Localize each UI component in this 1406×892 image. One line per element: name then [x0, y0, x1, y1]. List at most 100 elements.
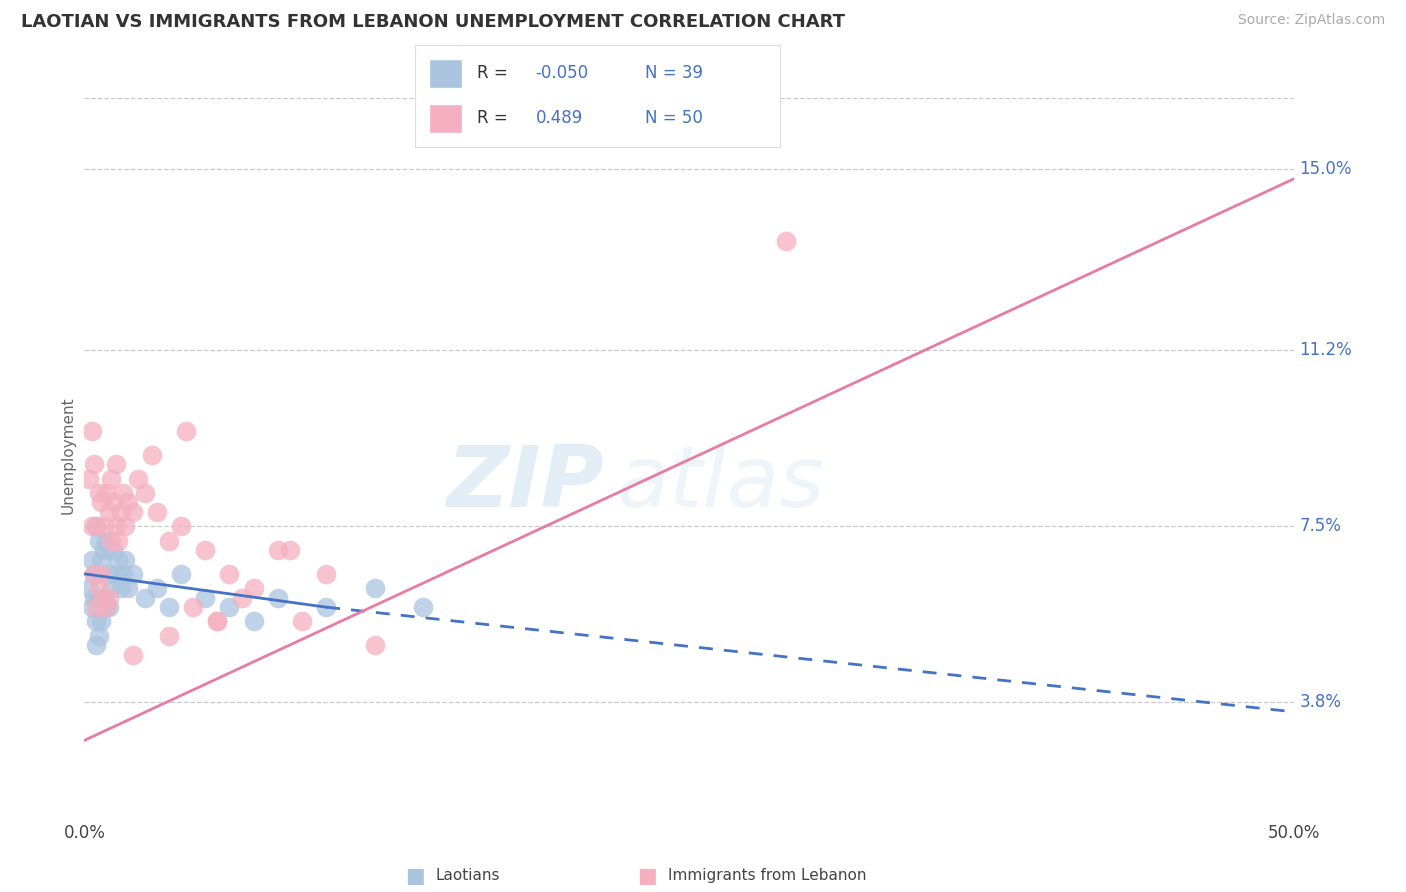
Point: [157, 533, 180, 548]
Point: [93, 591, 115, 605]
Point: [170, 519, 193, 533]
Point: [97, 505, 120, 519]
Point: [94, 486, 117, 500]
Text: Source: ZipAtlas.com: Source: ZipAtlas.com: [1237, 13, 1385, 28]
Point: [775, 234, 797, 248]
Point: [107, 552, 129, 566]
Point: [170, 566, 193, 581]
Point: [94, 600, 117, 615]
Point: [83, 566, 105, 581]
Point: [231, 591, 253, 605]
Point: [83, 566, 105, 581]
Point: [97, 600, 120, 615]
Text: ZIP: ZIP: [447, 442, 605, 525]
Point: [104, 458, 127, 472]
Point: [90, 552, 112, 566]
Point: [86, 615, 108, 629]
Point: [104, 566, 127, 581]
Text: 3.8%: 3.8%: [1299, 693, 1341, 711]
Point: [117, 495, 139, 509]
Point: [267, 591, 290, 605]
Text: R =: R =: [477, 110, 508, 128]
Point: [121, 648, 143, 662]
Text: 7.5%: 7.5%: [1299, 517, 1341, 535]
Point: [112, 486, 135, 500]
Point: [412, 600, 434, 615]
Point: [242, 615, 264, 629]
Point: [80, 600, 103, 615]
Point: [94, 533, 117, 548]
Text: -0.050: -0.050: [536, 64, 589, 82]
Bar: [429, 59, 463, 87]
Point: [80, 424, 103, 438]
Point: [146, 505, 169, 519]
Point: [77, 472, 100, 486]
Bar: [429, 104, 463, 133]
Point: [181, 600, 204, 615]
Point: [278, 543, 301, 558]
Point: [103, 543, 125, 558]
Point: [114, 519, 136, 533]
Point: [315, 600, 337, 615]
Point: [93, 591, 115, 605]
Point: [110, 581, 132, 595]
Point: [100, 533, 122, 548]
Point: [174, 424, 197, 438]
Point: [242, 581, 264, 595]
Point: [112, 566, 135, 581]
Point: [107, 533, 129, 548]
Point: [121, 505, 143, 519]
Point: [97, 566, 120, 581]
Point: [97, 591, 120, 605]
Point: [80, 552, 103, 566]
Point: [291, 615, 314, 629]
Point: [121, 566, 143, 581]
Point: [117, 581, 139, 595]
Point: [87, 591, 110, 605]
Text: ■: ■: [637, 866, 657, 886]
Point: [100, 472, 122, 486]
Text: N = 50: N = 50: [645, 110, 703, 128]
Point: [86, 600, 108, 615]
Point: [363, 638, 385, 652]
Point: [103, 495, 125, 509]
Point: [134, 486, 156, 500]
Point: [218, 600, 240, 615]
Point: [87, 486, 110, 500]
Text: R =: R =: [477, 64, 508, 82]
Point: [194, 591, 217, 605]
Point: [83, 458, 105, 472]
Point: [94, 600, 117, 615]
Point: [207, 615, 229, 629]
Point: [86, 638, 108, 652]
Point: [86, 519, 108, 533]
Point: [93, 543, 115, 558]
Text: 11.2%: 11.2%: [1299, 342, 1353, 359]
Point: [267, 543, 290, 558]
Point: [363, 581, 385, 595]
Point: [90, 615, 112, 629]
Point: [157, 629, 180, 643]
Point: [83, 591, 105, 605]
Point: [86, 519, 108, 533]
Text: Laotians: Laotians: [436, 869, 501, 883]
Y-axis label: Unemployment: Unemployment: [60, 396, 76, 514]
Point: [114, 552, 136, 566]
Point: [77, 581, 100, 595]
Point: [87, 629, 110, 643]
Text: ■: ■: [405, 866, 425, 886]
Point: [100, 581, 122, 595]
Point: [127, 472, 149, 486]
Point: [110, 505, 132, 519]
Point: [194, 543, 217, 558]
Text: LAOTIAN VS IMMIGRANTS FROM LEBANON UNEMPLOYMENT CORRELATION CHART: LAOTIAN VS IMMIGRANTS FROM LEBANON UNEMP…: [21, 13, 845, 31]
Point: [134, 591, 156, 605]
Point: [87, 533, 110, 548]
Text: 15.0%: 15.0%: [1299, 161, 1353, 178]
Point: [80, 519, 103, 533]
Point: [218, 566, 240, 581]
Point: [93, 519, 115, 533]
Point: [157, 600, 180, 615]
Point: [207, 615, 229, 629]
Point: [90, 566, 112, 581]
